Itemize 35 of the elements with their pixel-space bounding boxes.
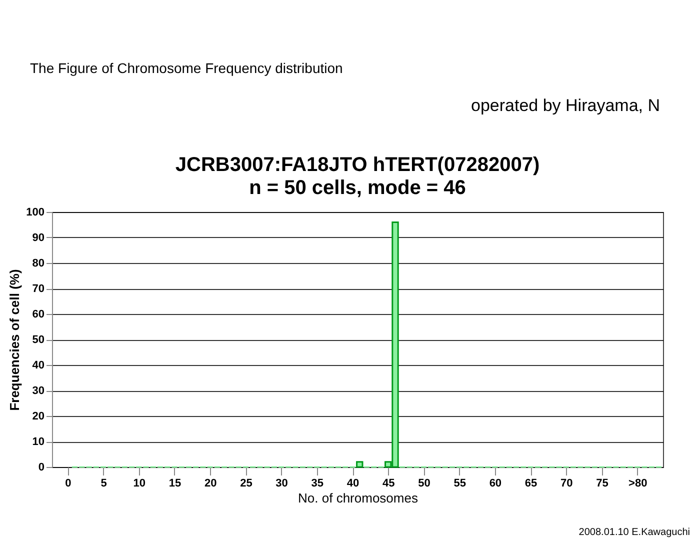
y-tick-label: 0 — [38, 462, 44, 474]
x-tick-label: 65 — [524, 478, 538, 490]
chart-title: JCRB3007:FA18JTO hTERT(07282007) — [175, 154, 540, 176]
x-tick-label: 60 — [489, 478, 502, 490]
x-tick-label: >80 — [628, 478, 648, 490]
x-tick-label: 5 — [100, 478, 107, 490]
y-tick-label: 50 — [32, 334, 44, 346]
x-tick-label: 50 — [418, 478, 430, 490]
y-tick-label: 30 — [32, 385, 44, 397]
x-tick-label: 40 — [346, 478, 360, 490]
x-tick-label: 15 — [168, 478, 182, 490]
y-tick-label: 80 — [32, 258, 44, 270]
x-tick-label: 45 — [382, 478, 395, 490]
y-tick-label: 10 — [32, 436, 44, 448]
x-tick-label: 10 — [133, 478, 146, 490]
y-tick-label: 90 — [32, 232, 44, 244]
x-tick-label: 55 — [454, 478, 466, 490]
x-tick-label: 20 — [204, 478, 217, 490]
y-tick-label: 40 — [32, 360, 44, 372]
x-tick-label: 35 — [311, 478, 324, 490]
x-tick-label: 70 — [560, 478, 573, 490]
y-tick-label: 60 — [32, 308, 44, 320]
y-tick-label: 100 — [26, 206, 44, 218]
x-axis-title: No. of chromosomes — [298, 490, 418, 506]
x-tick-label: 0 — [65, 478, 72, 490]
y-tick-label: 20 — [32, 410, 44, 422]
x-tick-label: 75 — [596, 478, 608, 490]
text: The Figure of Chromosome Frequency distribution — [30, 60, 343, 76]
x-tick-label: 30 — [276, 478, 288, 490]
chart-subtitle: n = 50 cells, mode = 46 — [249, 177, 466, 199]
y-tick-label: 70 — [32, 283, 44, 295]
text: operated by Hirayama, N — [471, 96, 660, 116]
y-axis-title: Frequencies of cell (%) — [7, 269, 22, 411]
x-tick-label: 25 — [240, 478, 252, 490]
text: 2008.01.10 E.Kawaguchi — [578, 527, 690, 538]
